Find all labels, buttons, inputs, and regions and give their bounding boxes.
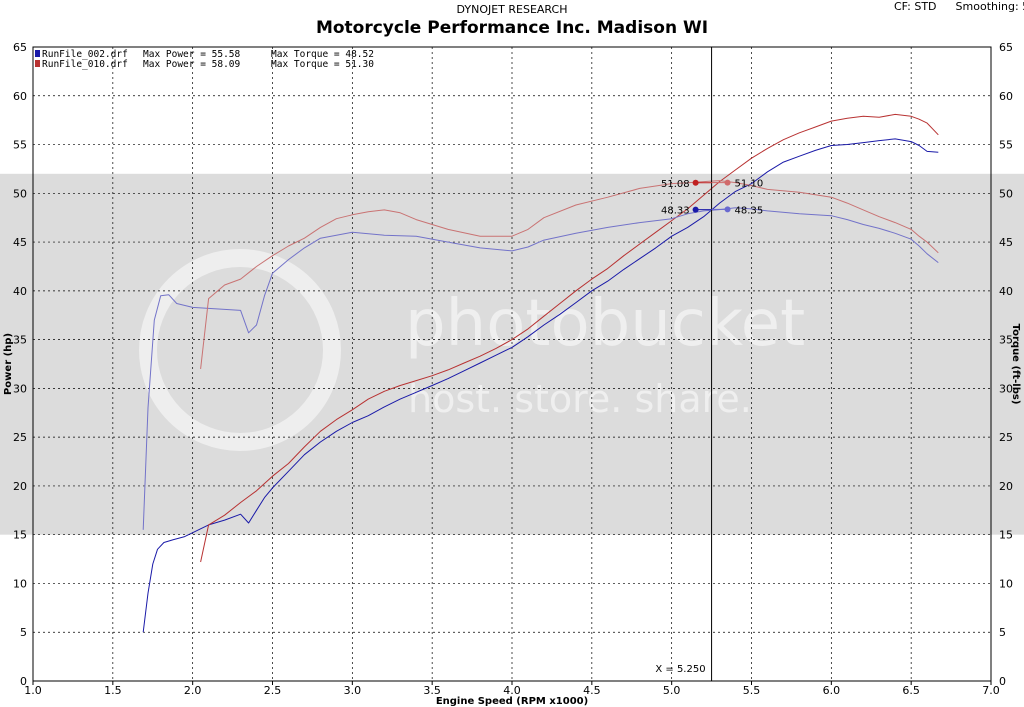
cursor-point-label: 48.33	[661, 206, 690, 217]
y-tick-label-left: 50	[13, 187, 27, 200]
legend-run: RunFile_002.drf	[42, 49, 128, 60]
y-tick-label-left: 0	[20, 675, 27, 688]
y-tick-label-left: 30	[13, 382, 27, 395]
grid	[33, 47, 991, 681]
y-tick-label-right: 55	[999, 139, 1013, 152]
y-tick-label-left: 55	[13, 139, 27, 152]
x-tick-label: 7.0	[982, 684, 1000, 697]
x-tick-label: 2.5	[264, 684, 282, 697]
y-tick-label-left: 60	[13, 90, 27, 103]
y-tick-label-right: 60	[999, 90, 1013, 103]
y-axis-right-label: Torque (ft-lbs)	[1010, 324, 1021, 405]
x-tick-label: 5.0	[663, 684, 681, 697]
y-tick-label-right: 5	[999, 626, 1006, 639]
x-tick-label: 6.5	[902, 684, 920, 697]
y-tick-label-right: 20	[999, 480, 1013, 493]
y-axis-right-ticks: 0 5 10 15 20 25 30 35 40 45 50 55 60 65	[999, 41, 1013, 688]
y-tick-label-left: 65	[13, 41, 27, 54]
y-tick-label-right: 15	[999, 529, 1013, 542]
y-tick-label-right: 0	[999, 675, 1006, 688]
y-tick-label-right: 50	[999, 187, 1013, 200]
y-tick-label-right: 65	[999, 41, 1013, 54]
legend-swatch	[35, 50, 40, 57]
cursor-point-label: 51.08	[661, 179, 690, 190]
y-axis-left-ticks: 0 5 10 15 20 25 30 35 40 45 50 55 60 65	[13, 41, 27, 688]
cursor-point-2	[724, 179, 731, 186]
watermark: photobucket host. store. share.	[139, 249, 805, 451]
watermark-tagline: host. store. share.	[408, 377, 752, 421]
cf-label: CF: STD	[894, 0, 937, 13]
legend: RunFile_002.drf Max Power = 55.58 Max Torq…	[35, 49, 374, 70]
y-tick-label-left: 25	[13, 431, 27, 444]
y-tick-label-left: 40	[13, 285, 27, 298]
chart-brand: DYNOJET RESEARCH	[456, 3, 568, 16]
settings-readout: CF: STD Smoothing: 5	[894, 0, 1024, 13]
x-tick-label: 2.0	[184, 684, 202, 697]
y-tick-label-left: 5	[20, 626, 27, 639]
cursor-point-3	[692, 206, 699, 213]
cursor-point-label: 51.10	[735, 179, 764, 190]
x-tick-label: 3.0	[344, 684, 362, 697]
legend-power: Max Power = 58.09	[143, 59, 241, 70]
series-line-4	[200, 180, 939, 369]
y-tick-label-right: 40	[999, 285, 1013, 298]
series-line-1	[142, 138, 939, 633]
x-tick-label: 1.0	[24, 684, 42, 697]
x-tick-label: 6.0	[823, 684, 841, 697]
cursor-label: X = 5.250	[655, 664, 705, 675]
y-tick-label-right: 25	[999, 431, 1013, 444]
y-tick-label-right: 45	[999, 236, 1013, 249]
x-tick-label: 4.5	[583, 684, 601, 697]
y-tick-label-left: 10	[13, 577, 27, 590]
y-tick-label-left: 45	[13, 236, 27, 249]
series-line-2	[200, 113, 939, 563]
cursor-group: X = 5.250 51.08 51.10 48.33 48.35	[655, 47, 763, 681]
y-tick-label-left: 15	[13, 529, 27, 542]
x-axis-label: Engine Speed (RPM x1000)	[436, 696, 588, 707]
x-tick-label: 4.0	[503, 684, 521, 697]
cursor-point-label: 48.35	[735, 205, 764, 216]
chart-title: Motorcycle Performance Inc. Madison WI	[315, 18, 709, 38]
watermark-brand: photobucket	[405, 287, 805, 361]
cursor-point-4	[724, 206, 731, 213]
y-tick-label-left: 35	[13, 334, 27, 347]
x-axis-ticks: 1.0 1.5 2.0 2.5 3.0 3.5 4.0 4.5 5.0 5.5 6.0 6.5 7.0	[24, 681, 1000, 697]
legend-run: RunFile_010.drf	[42, 59, 128, 70]
series-group	[142, 113, 939, 633]
cursor-point-1	[692, 179, 699, 186]
legend-swatch	[35, 60, 40, 67]
x-tick-label: 5.5	[743, 684, 761, 697]
y-tick-label-left: 20	[13, 480, 27, 493]
x-tick-label: 1.5	[104, 684, 122, 697]
series-line-3	[142, 207, 939, 530]
legend-power: Max Power = 55.58	[143, 49, 241, 60]
y-tick-label-right: 35	[999, 334, 1013, 347]
y-tick-label-right: 10	[999, 577, 1013, 590]
legend-torque: Max Torque = 51.30	[271, 59, 374, 70]
x-tick-label: 3.5	[423, 684, 441, 697]
smoothing-label: Smoothing: 5	[955, 0, 1024, 13]
legend-torque: Max Torque = 48.52	[271, 49, 374, 60]
y-axis-left-label: Power (hp)	[3, 333, 14, 395]
y-tick-label-right: 30	[999, 382, 1013, 395]
